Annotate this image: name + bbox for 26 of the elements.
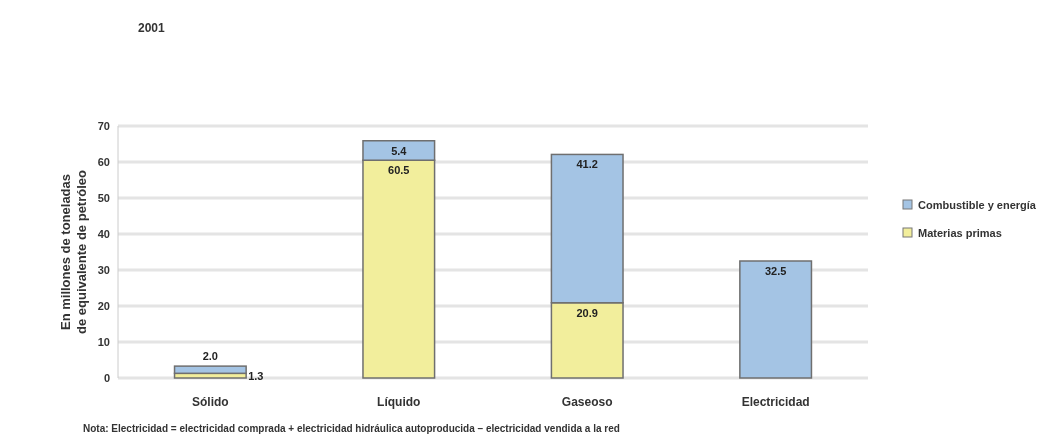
y-tick-label: 40	[97, 228, 110, 240]
data-label: 2.0	[202, 350, 218, 363]
y-tick-label: 20	[97, 300, 110, 312]
data-label: 1.3	[248, 369, 264, 382]
y-tick-label: 50	[97, 192, 110, 204]
legend-label: Materias primas	[918, 227, 1002, 239]
y-tick-label: 60	[97, 156, 110, 168]
data-label: 32.5	[764, 265, 787, 277]
y-axis-title: En millones de toneladas de equivalente de petróleo	[58, 169, 89, 334]
x-tick-label: Sólido	[192, 395, 229, 409]
bar	[739, 260, 813, 379]
y-tick-label: 70	[97, 120, 110, 132]
data-label: 60.5	[388, 164, 410, 177]
x-tick-label: Gaseoso	[561, 395, 613, 409]
chart-title: 2001	[138, 21, 166, 35]
y-tick-label: 10	[97, 336, 110, 348]
y-tick-label: 30	[97, 264, 110, 276]
x-tick-label: Líquido	[377, 395, 421, 409]
x-tick-label: Electricidad	[741, 395, 810, 409]
data-label: 5.4	[391, 144, 408, 157]
y-tick-label: 0	[103, 372, 110, 384]
data-label: 41.2	[576, 158, 598, 171]
bar	[173, 365, 247, 375]
legend-label: Combustible y energía	[918, 199, 1037, 211]
text: Nota: Electricidad = electricidad comprada + electricidad hidráulica autoproducida – electricidad vendida a la red	[83, 423, 620, 434]
data-label: 20.9	[576, 306, 598, 319]
